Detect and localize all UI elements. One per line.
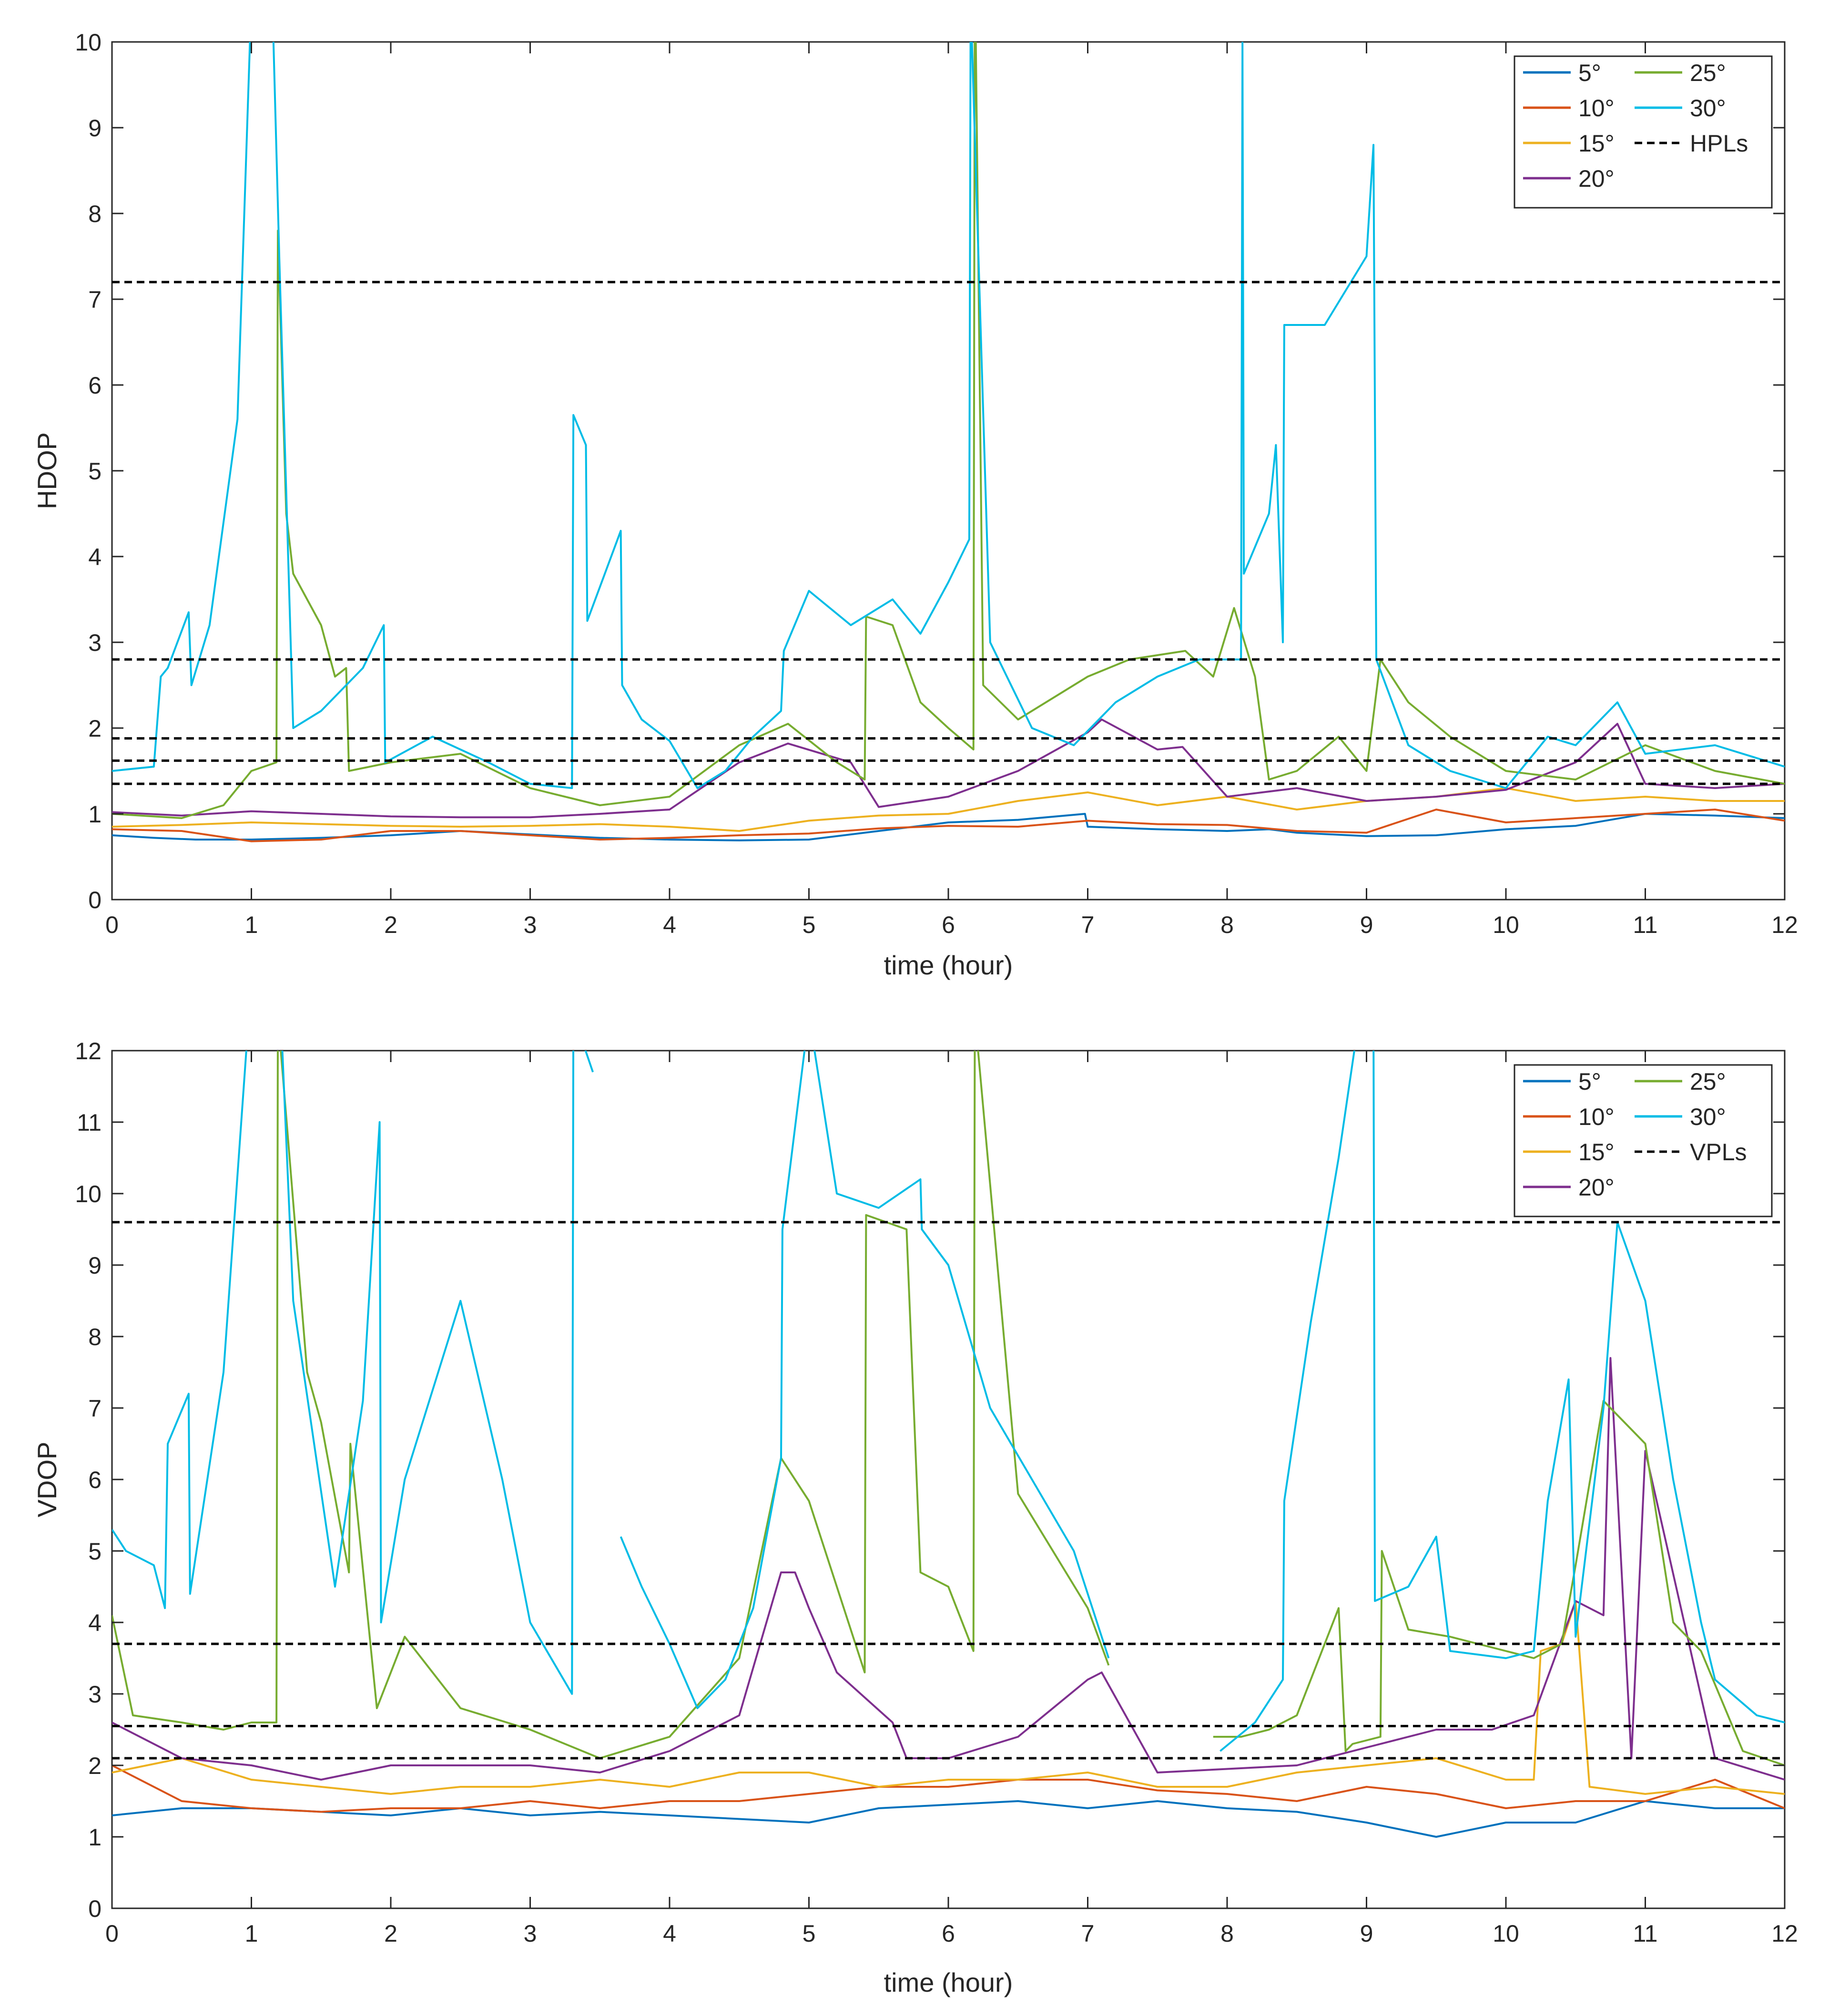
- vdop-legend-label-limits: VPLs: [1690, 1139, 1747, 1165]
- hdop-y-tick-label: 1: [88, 801, 102, 828]
- hdop-x-tick-label: 3: [524, 912, 537, 938]
- vdop-legend-label-25: 25°: [1690, 1068, 1726, 1095]
- hdop-plot-layer: [112, 42, 1785, 842]
- vdop-y-tick-label: 5: [88, 1538, 102, 1565]
- hdop-y-tick-label: 9: [88, 115, 102, 142]
- vdop-x-tick-label: 4: [663, 1920, 676, 1947]
- hdop-x-tick-label: 4: [663, 912, 676, 938]
- hdop-legend-label-30: 30°: [1690, 95, 1726, 122]
- vdop-y-tick-label: 6: [88, 1467, 102, 1493]
- hdop-series-30-5: [112, 42, 1785, 789]
- vdop-y-tick-label: 9: [88, 1252, 102, 1279]
- vdop-x-tick-label: 11: [1633, 1920, 1658, 1947]
- vdop-series-10-1: [112, 1764, 1785, 1813]
- vdop-plot-layer: [112, 1051, 1785, 1838]
- hdop-x-tick-label: 11: [1633, 912, 1658, 938]
- vdop-series-20-3: [112, 1357, 1785, 1781]
- vdop-x-tick-label: 6: [942, 1920, 955, 1947]
- hdop-x-tick-label: 10: [1493, 912, 1519, 938]
- vdop-y-tick-label: 3: [88, 1681, 102, 1708]
- vdop-x-tick-label: 7: [1081, 1920, 1095, 1947]
- vdop-y-tick-label: 2: [88, 1753, 102, 1779]
- vdop-series-30-8: [1219, 1051, 1785, 1752]
- hdop-x-tick-label: 1: [245, 912, 258, 938]
- vdop-x-tick-label: 2: [384, 1920, 397, 1947]
- hdop-legend: 5° 10° 15° 20° 25° 30° HPLs: [1514, 55, 1773, 209]
- vdop-x-tick-label: 0: [105, 1920, 119, 1947]
- hdop-series-5-0: [112, 813, 1785, 841]
- hdop-x-tick-label: 12: [1771, 912, 1798, 938]
- vdop-x-tick-label: 8: [1220, 1920, 1234, 1947]
- vdop-legend-label-20: 20°: [1578, 1174, 1615, 1201]
- hdop-legend-label-20: 20°: [1578, 165, 1615, 192]
- vdop-x-axis-label: time (hour): [884, 1967, 1013, 1997]
- hdop-y-tick-label: 0: [88, 887, 102, 913]
- vdop-series-15-2: [112, 1600, 1785, 1795]
- hdop-x-tick-label: 7: [1081, 912, 1095, 938]
- vdop-y-tick-label: 7: [88, 1395, 102, 1422]
- vdop-series-5-0: [112, 1800, 1785, 1838]
- hdop-x-tick-label: 6: [942, 912, 955, 938]
- hdop-y-tick-label: 3: [88, 629, 102, 656]
- vdop-legend: 5° 10° 15° 20° 25° 30° VPLs: [1514, 1064, 1773, 1217]
- vdop-x-tick-label: 5: [803, 1920, 816, 1947]
- hdop-x-tick-label: 2: [384, 912, 397, 938]
- hdop-x-tick-label: 8: [1220, 912, 1234, 938]
- hdop-legend-label-5: 5°: [1578, 60, 1601, 86]
- vdop-y-tick-label: 1: [88, 1824, 102, 1851]
- vdop-legend-label-15: 15°: [1578, 1139, 1615, 1165]
- hdop-x-tick-label: 9: [1360, 912, 1373, 938]
- hdop-legend-label-10: 10°: [1578, 95, 1615, 122]
- vdop-x-tick-label: 1: [245, 1920, 258, 1947]
- hdop-x-tick-label: 0: [105, 912, 119, 938]
- hdop-x-tick-label: 5: [803, 912, 816, 938]
- hdop-legend-box: [1514, 55, 1773, 209]
- hdop-legend-label-15: 15°: [1578, 130, 1615, 157]
- vdop-series-30-7: [620, 1051, 1110, 1709]
- vdop-series-25-5: [1213, 1400, 1785, 1766]
- vdop-x-tick-label: 3: [524, 1920, 537, 1947]
- vdop-x-tick-label: 9: [1360, 1920, 1373, 1947]
- hdop-y-tick-label: 7: [88, 286, 102, 313]
- hdop-legend-label-limits: HPLs: [1690, 130, 1748, 157]
- vdop-y-tick-label: 4: [88, 1610, 102, 1636]
- hdop-y-tick-label: 4: [88, 544, 102, 570]
- hdop-series-20-3: [112, 719, 1785, 819]
- hdop-x-axis-label: time (hour): [884, 950, 1013, 980]
- vdop-legend-label-30: 30°: [1690, 1104, 1726, 1130]
- hdop-y-tick-label: 2: [88, 715, 102, 742]
- vdop-y-axis-label: VDOP: [32, 1442, 62, 1518]
- vdop-y-tick-label: 12: [75, 1038, 102, 1064]
- vdop-y-tick-label: 10: [75, 1181, 102, 1207]
- vdop-series-25-4: [112, 1051, 1110, 1759]
- vdop-series-30-6: [112, 1051, 594, 1695]
- hdop-series-10-1: [112, 809, 1785, 842]
- vdop-legend-label-5: 5°: [1578, 1068, 1601, 1095]
- vdop-x-tick-label: 12: [1771, 1920, 1798, 1947]
- vdop-legend-box: [1514, 1064, 1773, 1217]
- hdop-y-tick-label: 8: [88, 201, 102, 227]
- hdop-legend-label-25: 25°: [1690, 60, 1726, 86]
- vdop-y-tick-label: 0: [88, 1895, 102, 1922]
- vdop-x-tick-label: 10: [1493, 1920, 1519, 1947]
- hdop-y-tick-label: 6: [88, 372, 102, 399]
- vdop-y-tick-label: 8: [88, 1324, 102, 1350]
- vdop-y-tick-label: 11: [77, 1109, 102, 1136]
- hdop-axes-box: [111, 41, 1786, 901]
- hdop-y-tick-label: 10: [75, 29, 102, 56]
- hdop-y-tick-label: 5: [88, 458, 102, 485]
- hdop-y-axis-label: HDOP: [32, 432, 62, 509]
- hdop-series-25-4: [112, 42, 1785, 819]
- vdop-legend-label-10: 10°: [1578, 1104, 1615, 1130]
